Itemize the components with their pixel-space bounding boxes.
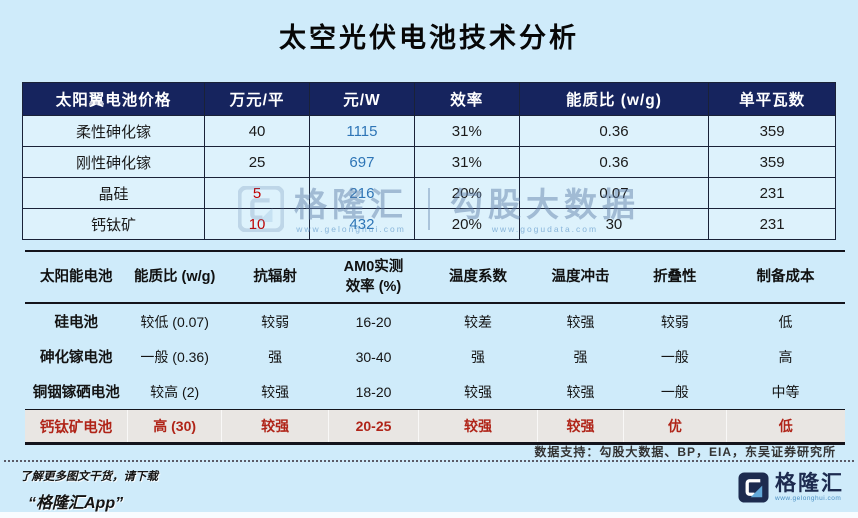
table-header-row: 太阳能电池 能质比 (w/g) 抗辐射 AM0实测 效率 (%) 温度系数 温度… xyxy=(25,251,845,304)
table-cell: 强 xyxy=(471,348,486,365)
table-cell: 1115 xyxy=(308,115,415,147)
column-header: 折叠性 xyxy=(623,251,727,304)
table-cell: 较强 xyxy=(464,383,493,400)
brand-url: www.gelonghui.com xyxy=(775,494,842,502)
table-cell: 高 xyxy=(778,348,793,365)
data-source-note: 数据支持：勾股大数据、BP，EIA，东吴证券研究所 xyxy=(534,445,836,459)
table-cell: 较强 xyxy=(536,409,624,445)
gelonghui-logo-icon xyxy=(738,472,769,503)
row-label: 钙钛矿电池 xyxy=(25,409,128,445)
column-header: 太阳翼电池价格 xyxy=(21,82,206,116)
table-header-row: 太阳翼电池价格 万元/平 元/W 效率 能质比 (w/g) 单平瓦数 xyxy=(21,82,836,116)
table-cell: 较强 xyxy=(418,409,538,445)
table-cell: 优 xyxy=(623,409,727,445)
table-row: 铜铟镓硒电池 较高 (2) 较强 18-20 较强 较强 一般 中等 xyxy=(25,374,845,410)
column-header: 单平瓦数 xyxy=(708,82,836,116)
table-cell: 216 xyxy=(308,177,415,209)
table-cell: 0.36 xyxy=(518,146,710,178)
table-cell: 较弱 xyxy=(660,313,689,330)
table-cell: 较低 (0.07) xyxy=(140,313,209,330)
table-cell: 0.07 xyxy=(518,177,710,209)
table-cell: 低 xyxy=(778,313,793,330)
table-cell: 231 xyxy=(708,208,836,240)
table-cell: 231 xyxy=(708,177,836,209)
table-cell: 低 xyxy=(725,409,845,445)
table-cell: 20% xyxy=(413,177,520,209)
table-cell: 16-20 xyxy=(355,313,392,330)
table-cell: 高 (30) xyxy=(126,409,222,445)
table-cell: 25 xyxy=(204,146,310,178)
table-cell: 697 xyxy=(308,146,415,178)
table-cell: 强 xyxy=(268,348,283,365)
table-row: 刚性砷化镓 25 697 31% 0.36 359 xyxy=(21,146,836,178)
battery-comparison-table: 太阳能电池 能质比 (w/g) 抗辐射 AM0实测 效率 (%) 温度系数 温度… xyxy=(25,250,845,445)
brand-logo-text: 格隆汇 www.gelonghui.com xyxy=(775,473,844,503)
solar-wing-price-table: 太阳翼电池价格 万元/平 元/W 效率 能质比 (w/g) 单平瓦数 柔性砷化镓… xyxy=(21,82,836,240)
table-cell: 刚性砷化镓 xyxy=(21,146,206,178)
brand-logo: 格隆汇 www.gelonghui.com xyxy=(738,472,844,503)
row-label: 硅电池 xyxy=(54,315,99,331)
table-row: 硅电池 较低 (0.07) 较弱 16-20 较差 较强 较弱 低 xyxy=(25,303,845,339)
table-cell: 18-20 xyxy=(355,383,392,400)
column-header: AM0实测 效率 (%) xyxy=(328,251,419,304)
column-header: 抗辐射 xyxy=(221,251,329,304)
column-header: 效率 xyxy=(413,82,520,116)
table-cell: 一般 xyxy=(660,383,689,400)
table-cell: 31% xyxy=(413,115,520,147)
table-cell: 钙钛矿 xyxy=(21,208,206,240)
row-label: 砷化镓电池 xyxy=(40,350,113,366)
column-header: 温度冲击 xyxy=(537,251,624,304)
table-cell: 30-40 xyxy=(355,348,392,365)
brand-name: 格隆汇 xyxy=(775,471,844,495)
table-cell: 40 xyxy=(204,115,310,147)
table-cell: 晶硅 xyxy=(21,177,206,209)
table-cell: 20% xyxy=(413,208,520,240)
table-cell: 强 xyxy=(573,348,588,365)
table-cell: 较强 xyxy=(566,383,595,400)
table-row: 晶硅 5 216 20% 0.07 231 xyxy=(21,177,836,209)
table-cell: 较高 (2) xyxy=(150,383,200,400)
app-promo: 了解更多图文干货，请下载 “格隆汇App” xyxy=(20,468,158,513)
highlighted-table-row: 钙钛矿电池 高 (30) 较强 20-25 较强 较强 优 低 xyxy=(25,409,845,445)
table-cell: 中等 xyxy=(771,383,800,400)
table-cell: 一般 (0.36) xyxy=(140,348,209,365)
column-header: 制备成本 xyxy=(726,251,845,304)
table-row: 柔性砷化镓 40 1115 31% 0.36 359 xyxy=(21,115,836,147)
table-cell: 较强 xyxy=(566,313,595,330)
table-cell: 10 xyxy=(204,208,310,240)
app-promo-line1: 了解更多图文干货，请下载 xyxy=(20,471,158,483)
dotted-divider xyxy=(4,460,854,462)
table-cell: 较强 xyxy=(261,383,290,400)
table-cell: 20-25 xyxy=(327,409,419,445)
bottom-edge-strip xyxy=(0,512,858,518)
table-cell: 30 xyxy=(518,208,710,240)
table-cell: 359 xyxy=(708,146,836,178)
table-cell: 5 xyxy=(204,177,310,209)
table-row: 砷化镓电池 一般 (0.36) 强 30-40 强 强 一般 高 xyxy=(25,339,845,374)
column-header: 太阳能电池 xyxy=(25,251,128,304)
column-header: 元/W xyxy=(308,82,415,116)
table-cell: 0.36 xyxy=(518,115,710,147)
row-label: 铜铟镓硒电池 xyxy=(32,385,120,401)
app-promo-line2: “格隆汇App” xyxy=(28,495,124,512)
column-header: 能质比 (w/g) xyxy=(127,251,222,304)
table-cell: 一般 xyxy=(660,348,689,365)
column-header: 万元/平 xyxy=(204,82,310,116)
table-row: 钙钛矿 10 432 20% 30 231 xyxy=(21,208,836,240)
column-header: 温度系数 xyxy=(418,251,538,304)
table-cell: 359 xyxy=(708,115,836,147)
column-header: 能质比 (w/g) xyxy=(518,82,710,116)
page-title: 太空光伏电池技术分析 xyxy=(279,23,579,53)
table-cell: 432 xyxy=(308,208,415,240)
table-cell: 较差 xyxy=(464,313,493,330)
table-cell: 较弱 xyxy=(261,313,290,330)
table-cell: 31% xyxy=(413,146,520,178)
table-cell: 柔性砷化镓 xyxy=(21,115,206,147)
table-cell: 较强 xyxy=(221,409,329,445)
